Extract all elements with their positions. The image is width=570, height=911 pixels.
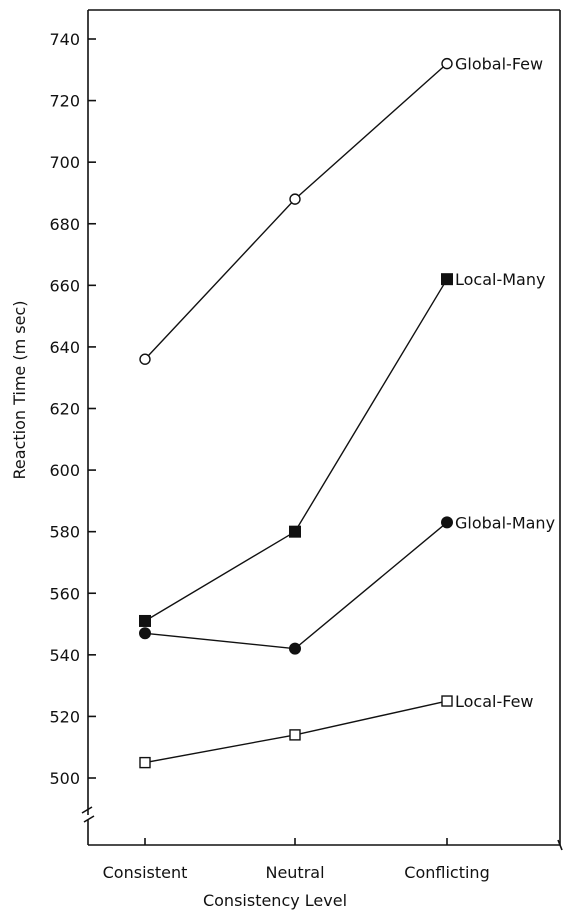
data-point-global-many [139, 627, 151, 640]
data-point-local-few [289, 729, 301, 741]
y-tick-label: 720 [49, 92, 80, 111]
data-point-global-few [139, 353, 151, 365]
y-tick-label: 640 [49, 338, 80, 357]
series-label-global-few: Global-Few [455, 55, 543, 74]
series-label-global-many: Global-Many [455, 513, 555, 532]
y-tick-label: 560 [49, 584, 80, 603]
y-axis-title: Reaction Time (m sec) [10, 301, 29, 480]
data-point-global-few [441, 57, 453, 70]
series-local-few: Local-Few [139, 692, 534, 769]
y-tick-label: 660 [49, 276, 80, 295]
y-tick-label: 620 [49, 400, 80, 419]
x-tick-label: Consistent [103, 863, 188, 882]
series-line-global-many [144, 521, 448, 650]
data-point-global-many [441, 516, 453, 529]
y-tick-label: 700 [49, 153, 80, 172]
data-point-local-many [139, 614, 151, 627]
y-axis-break [81, 806, 95, 823]
series-label-local-many: Local-Many [455, 270, 545, 289]
series-global-few: Global-Few [139, 55, 543, 365]
data-point-local-few [441, 695, 453, 707]
series-local-many: Local-Many [139, 270, 545, 627]
x-axis-title: Consistency Level [203, 891, 347, 910]
x-ticks: Consistent Neutral Conflicting [103, 838, 490, 882]
data-point-local-few [139, 756, 151, 769]
data-point-local-many [289, 525, 301, 538]
axes [81, 9, 563, 851]
series-line-global-few [144, 63, 448, 360]
series-line-local-many [144, 278, 448, 622]
y-tick-label: 520 [49, 707, 80, 726]
data-point-global-many [289, 642, 301, 655]
x-tick-label: Neutral [265, 863, 324, 882]
y-tick-label: 500 [49, 769, 80, 788]
y-tick-label: 740 [49, 30, 80, 49]
y-tick-label: 580 [49, 523, 80, 542]
series-label-local-few: Local-Few [455, 692, 534, 711]
series-group: Global-Few Local-Many Global-Many Local-Few [139, 55, 555, 769]
series-global-many: Global-Many [139, 513, 555, 655]
x-tick-label: Conflicting [404, 863, 489, 882]
data-point-global-few [289, 193, 301, 205]
y-ticks: 500 520 540 560 580 600 620 640 660 680 700 720 740 [49, 30, 96, 788]
y-tick-label: 680 [49, 215, 80, 234]
y-tick-label: 600 [49, 461, 80, 480]
y-tick-label: 540 [49, 646, 80, 665]
data-point-local-many [441, 273, 453, 286]
